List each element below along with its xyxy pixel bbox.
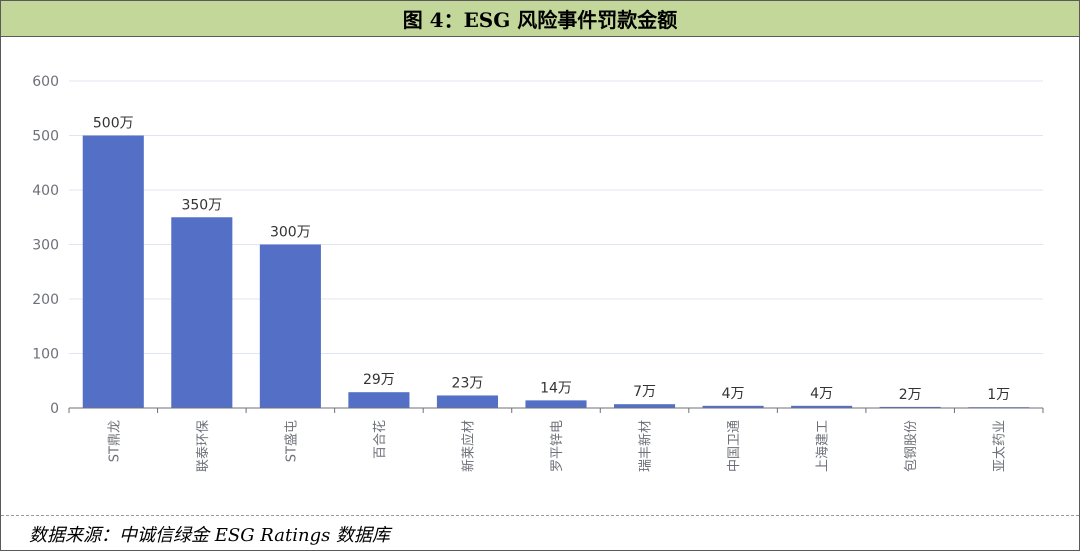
category-label: 百合花: [372, 420, 388, 459]
category-label: ST鼎龙: [107, 420, 122, 462]
x-axis: [68, 407, 1044, 413]
data-label: 29万: [363, 372, 395, 388]
category-label: 包钢股份: [904, 420, 919, 472]
category-label: 联泰环保: [196, 420, 211, 472]
bar: [348, 392, 410, 408]
source-note: 数据来源：中诚信绿金 ESG Ratings 数据库: [1, 515, 1079, 551]
category-labels: ST鼎龙 联泰环保 ST盛屯 百合花 新莱应材 罗平锌电 瑞丰新材 中国卫通 上海建工 包钢股份 亚…: [107, 420, 1007, 472]
category-label: 亚太药业: [993, 420, 1008, 472]
category-label: 新莱应材: [460, 420, 476, 472]
data-label: 300万: [270, 225, 311, 241]
bar: [82, 135, 144, 408]
category-label: 罗平锌电: [550, 420, 565, 472]
data-labels: 500万 350万 300万 29万 23万 14万 7万 4万 4万 2万 1万: [93, 116, 1010, 404]
data-label: 7万: [633, 384, 656, 400]
bars: [82, 135, 1030, 408]
data-label: 14万: [540, 380, 572, 396]
category-label: 上海建工: [816, 420, 831, 472]
bar: [702, 405, 764, 408]
data-label: 500万: [93, 116, 134, 132]
bar: [791, 405, 853, 408]
y-tick-label: 100: [32, 347, 59, 363]
data-label: 2万: [899, 387, 922, 403]
y-tick-label: 300: [32, 238, 59, 254]
data-label: 1万: [987, 387, 1010, 403]
y-axis-ticks: 0 100 200 300 400 500 600: [32, 74, 59, 417]
y-tick-label: 600: [32, 74, 59, 90]
data-label: 4万: [722, 386, 745, 402]
y-tick-label: 400: [32, 183, 59, 199]
category-label: 瑞丰新材: [638, 420, 654, 472]
bar: [613, 404, 676, 408]
y-tick-label: 0: [50, 401, 59, 417]
data-label: 4万: [810, 386, 833, 402]
bar-chart: 0 100 200 300 400 500 600 500万 350万 300万 29万 23万 14…: [32, 74, 1044, 472]
bar: [171, 217, 233, 408]
bar: [259, 244, 321, 408]
y-tick-label: 500: [32, 129, 59, 145]
data-label: 23万: [452, 375, 484, 391]
category-label: ST盛屯: [284, 420, 299, 462]
figure-title: 图 4：ESG 风险事件罚款金额: [1, 1, 1079, 37]
data-label: 350万: [181, 197, 222, 213]
category-label: 中国卫通: [727, 420, 742, 472]
bar: [879, 406, 941, 408]
bar: [436, 395, 499, 408]
source-text: 数据来源：中诚信绿金 ESG Ratings 数据库: [29, 524, 391, 546]
bar: [525, 400, 587, 408]
y-tick-label: 200: [32, 292, 59, 308]
